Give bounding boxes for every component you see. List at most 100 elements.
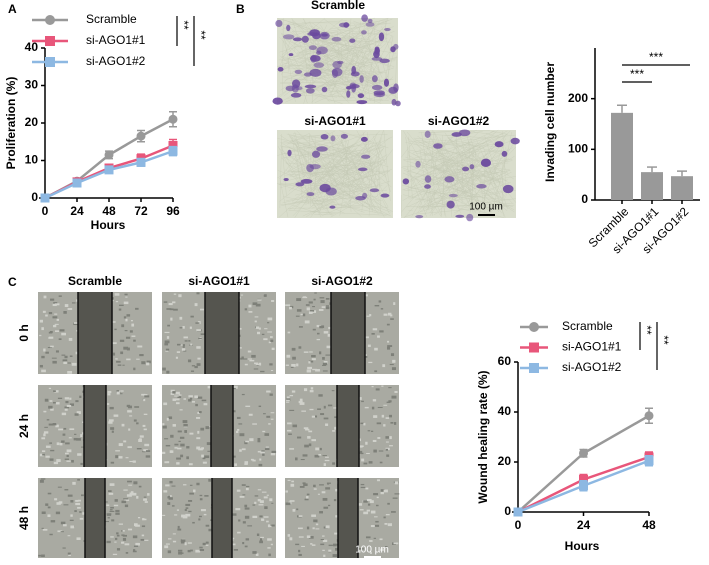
fiber bbox=[336, 134, 385, 218]
fiber bbox=[308, 133, 310, 166]
texture bbox=[297, 527, 303, 530]
texture bbox=[322, 370, 328, 372]
texture bbox=[57, 397, 63, 399]
cell bbox=[337, 60, 344, 65]
texture bbox=[323, 463, 326, 467]
cell bbox=[455, 214, 465, 218]
significance-label: ** bbox=[640, 325, 654, 335]
texture bbox=[264, 294, 267, 297]
cell bbox=[295, 182, 305, 187]
texture bbox=[298, 515, 303, 517]
texture bbox=[369, 540, 373, 542]
cell bbox=[361, 30, 367, 35]
texture bbox=[334, 416, 338, 419]
cell bbox=[287, 149, 292, 157]
fiber bbox=[479, 174, 485, 212]
legend-marker bbox=[529, 322, 539, 332]
texture bbox=[237, 531, 241, 534]
texture bbox=[54, 303, 60, 306]
texture bbox=[244, 363, 248, 366]
fiber bbox=[312, 139, 371, 206]
texture bbox=[252, 504, 256, 506]
texture bbox=[374, 347, 378, 351]
cell bbox=[384, 27, 391, 32]
cell bbox=[288, 53, 294, 57]
texture bbox=[259, 515, 263, 518]
texture bbox=[80, 462, 83, 465]
texture bbox=[113, 414, 119, 417]
texture bbox=[302, 482, 306, 484]
cell bbox=[305, 87, 315, 94]
texture bbox=[176, 509, 180, 511]
texture bbox=[56, 502, 61, 505]
texture bbox=[265, 446, 269, 448]
texture bbox=[115, 450, 120, 452]
texture bbox=[244, 308, 248, 311]
texture bbox=[127, 446, 132, 449]
texture bbox=[380, 548, 384, 551]
fiber bbox=[329, 179, 335, 189]
texture bbox=[319, 351, 322, 355]
fiber bbox=[313, 172, 362, 217]
legend-label: si-AGO1#1 bbox=[562, 340, 622, 354]
texture bbox=[379, 461, 383, 464]
texture bbox=[38, 554, 42, 557]
cell bbox=[466, 213, 474, 222]
fiber bbox=[320, 38, 364, 75]
texture bbox=[270, 543, 273, 546]
marker bbox=[579, 448, 588, 458]
cell bbox=[424, 175, 432, 183]
texture bbox=[43, 295, 47, 299]
texture bbox=[44, 398, 49, 402]
texture bbox=[296, 363, 299, 367]
texture bbox=[116, 391, 120, 395]
texture bbox=[270, 339, 274, 342]
texture bbox=[310, 543, 313, 545]
fiber bbox=[353, 20, 393, 37]
texture bbox=[312, 305, 315, 308]
texture bbox=[125, 318, 128, 322]
texture bbox=[388, 387, 392, 389]
texture bbox=[299, 398, 303, 402]
fiber bbox=[279, 148, 371, 211]
fiber bbox=[281, 56, 327, 72]
texture bbox=[52, 422, 57, 426]
fiber bbox=[278, 184, 362, 187]
texture bbox=[112, 352, 116, 356]
texture bbox=[320, 413, 325, 416]
fiber bbox=[429, 151, 473, 217]
fiber bbox=[282, 18, 284, 93]
fiber bbox=[323, 36, 370, 56]
texture bbox=[146, 362, 150, 366]
texture bbox=[311, 415, 316, 418]
texture bbox=[320, 539, 324, 541]
fiber bbox=[416, 204, 515, 215]
fiber bbox=[280, 50, 374, 61]
texture bbox=[184, 340, 188, 342]
texture bbox=[258, 463, 263, 467]
texture bbox=[48, 336, 54, 339]
fiber bbox=[408, 164, 472, 194]
texture bbox=[177, 549, 183, 552]
fiber bbox=[343, 132, 364, 190]
texture bbox=[142, 518, 145, 521]
texture bbox=[195, 322, 200, 324]
texture bbox=[170, 317, 173, 321]
texture bbox=[68, 553, 71, 557]
texture bbox=[41, 355, 45, 359]
texture bbox=[374, 304, 380, 307]
texture bbox=[267, 547, 271, 549]
texture bbox=[296, 298, 302, 302]
texture bbox=[269, 393, 273, 396]
texture bbox=[179, 436, 185, 439]
texture bbox=[245, 487, 249, 491]
texture bbox=[179, 327, 184, 329]
texture bbox=[50, 520, 56, 523]
wound-gap bbox=[337, 385, 359, 467]
texture bbox=[55, 402, 60, 405]
texture bbox=[123, 346, 129, 350]
texture bbox=[308, 536, 314, 539]
texture bbox=[249, 359, 255, 362]
texture bbox=[384, 546, 388, 548]
texture bbox=[386, 323, 390, 326]
